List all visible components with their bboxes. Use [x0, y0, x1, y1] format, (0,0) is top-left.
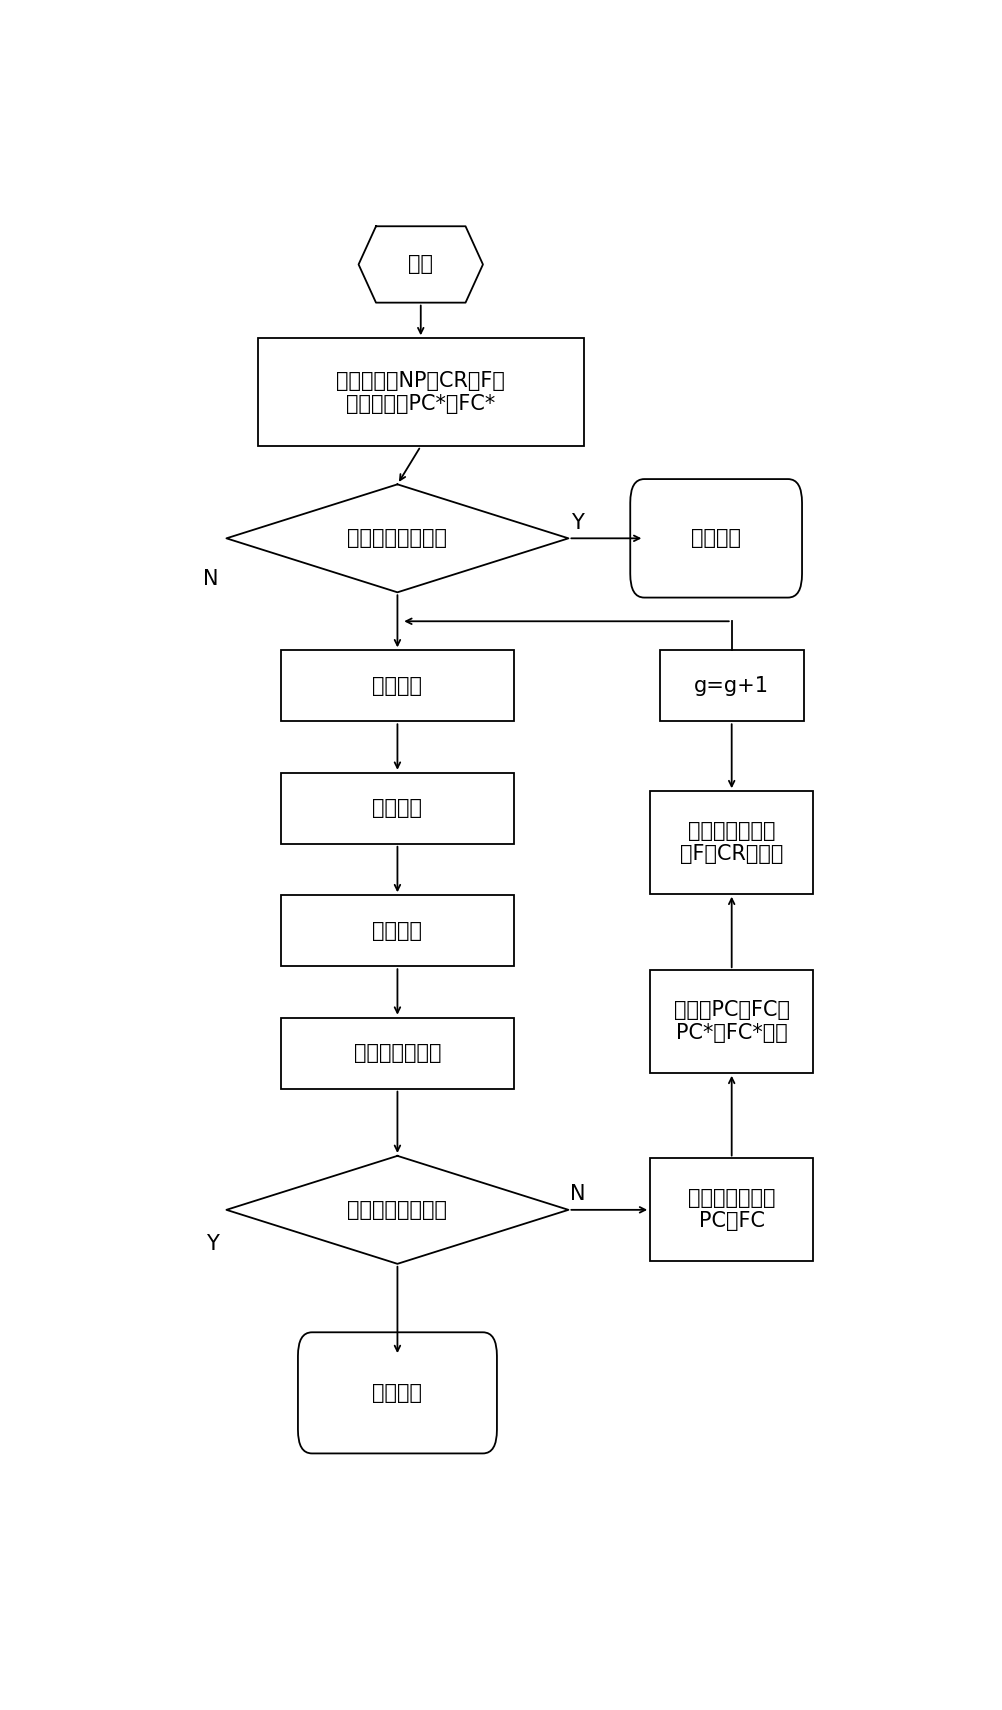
FancyBboxPatch shape: [649, 792, 813, 894]
Text: 计算种群个体的
PC和FC: 计算种群个体的 PC和FC: [687, 1188, 775, 1231]
Text: 初始化种群NP、CR和F，
设定种群的PC*和FC*: 初始化种群NP、CR和F， 设定种群的PC*和FC*: [336, 371, 505, 414]
Text: N: N: [203, 569, 218, 590]
Text: g=g+1: g=g+1: [693, 675, 769, 696]
FancyBboxPatch shape: [649, 970, 813, 1072]
Text: 根据比较结果调
整F和CR的大小: 根据比较结果调 整F和CR的大小: [679, 821, 783, 864]
Text: 是否满足终止条件: 是否满足终止条件: [347, 1200, 447, 1219]
FancyBboxPatch shape: [281, 1017, 513, 1089]
FancyBboxPatch shape: [659, 650, 803, 722]
Text: 变异操作: 变异操作: [372, 675, 422, 696]
FancyBboxPatch shape: [281, 650, 513, 722]
Text: N: N: [569, 1183, 585, 1204]
FancyBboxPatch shape: [281, 894, 513, 966]
FancyBboxPatch shape: [298, 1332, 496, 1454]
Polygon shape: [226, 484, 568, 592]
Text: 交叉操作: 交叉操作: [372, 799, 422, 819]
Text: 计算个体适应值: 计算个体适应值: [354, 1043, 441, 1064]
FancyBboxPatch shape: [258, 339, 583, 446]
FancyBboxPatch shape: [629, 479, 802, 597]
Polygon shape: [226, 1156, 568, 1264]
Text: Y: Y: [205, 1235, 218, 1253]
Text: 分别将PC和FC与
PC*和FC*比较: 分别将PC和FC与 PC*和FC*比较: [673, 1000, 789, 1043]
Polygon shape: [359, 226, 483, 303]
Text: 选择操作: 选择操作: [372, 920, 422, 940]
Text: 终止迭代: 终止迭代: [372, 1383, 422, 1402]
FancyBboxPatch shape: [281, 773, 513, 843]
Text: Y: Y: [571, 513, 583, 532]
Text: 开始: 开始: [408, 255, 433, 274]
FancyBboxPatch shape: [649, 1158, 813, 1262]
Text: 是否满足终止条件: 是否满足终止条件: [347, 528, 447, 549]
Text: 输出结果: 输出结果: [690, 528, 740, 549]
